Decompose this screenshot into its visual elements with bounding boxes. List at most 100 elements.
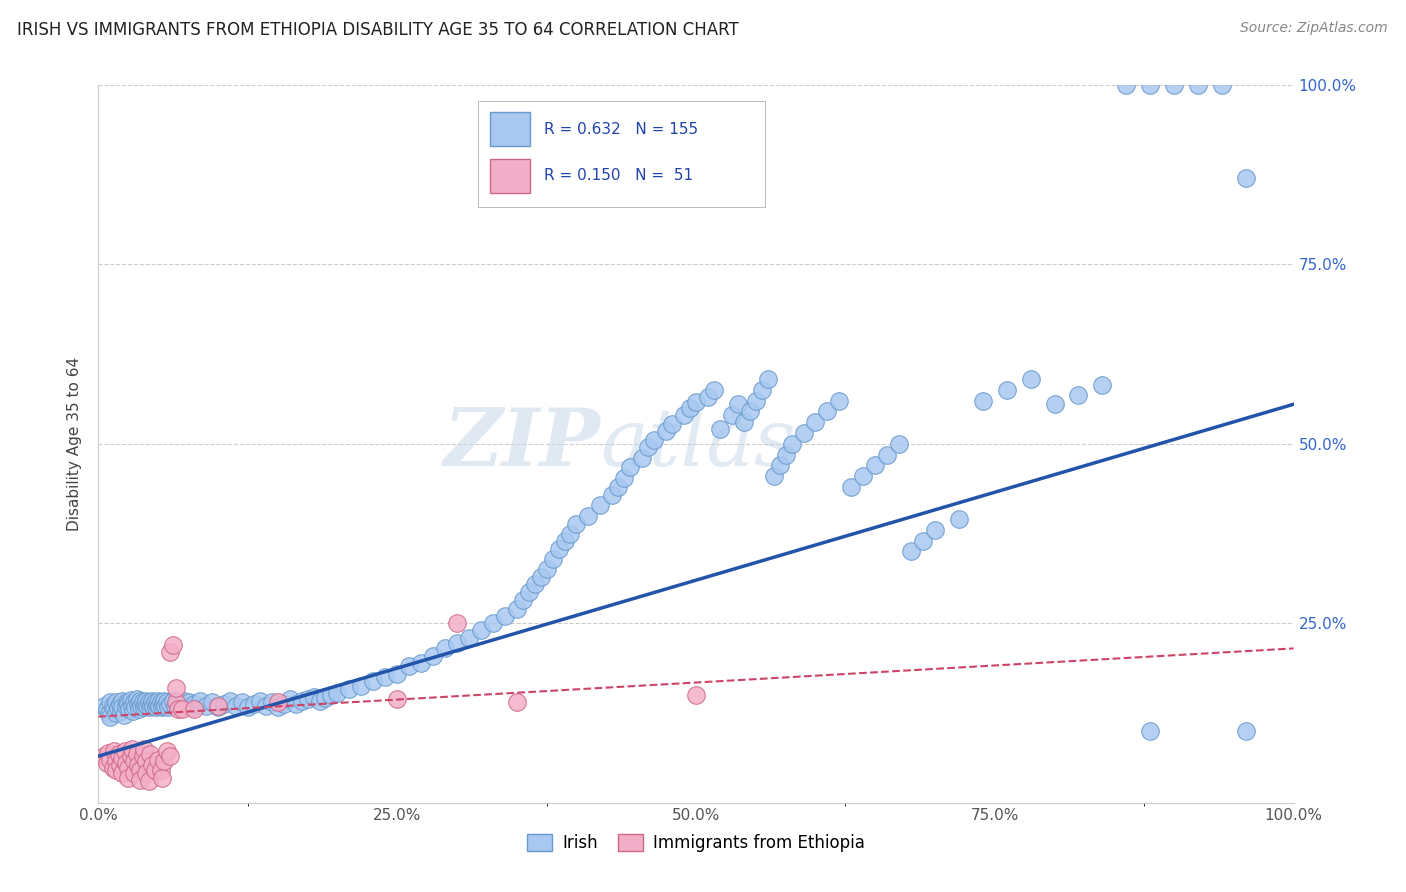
Point <box>159 749 181 764</box>
Point <box>679 401 702 415</box>
Point <box>129 694 152 708</box>
Point <box>446 616 468 631</box>
Point <box>117 697 139 711</box>
Point <box>93 749 115 764</box>
Point <box>374 670 396 684</box>
Point <box>162 694 184 708</box>
Point <box>1163 78 1185 92</box>
Point <box>780 436 803 450</box>
Point <box>1139 724 1161 739</box>
Point <box>166 695 188 709</box>
Point <box>506 602 529 616</box>
Point <box>110 704 132 718</box>
Point <box>167 702 190 716</box>
Point <box>148 694 170 708</box>
Point <box>121 742 143 756</box>
Point <box>98 753 122 767</box>
Point <box>125 691 148 706</box>
Point <box>98 706 121 720</box>
Point <box>278 691 301 706</box>
Point <box>727 397 749 411</box>
Point <box>155 698 177 713</box>
Point <box>267 700 290 714</box>
Point <box>124 700 146 714</box>
Point <box>165 695 187 709</box>
Point <box>138 774 160 789</box>
Point <box>143 695 166 709</box>
Point <box>697 390 720 404</box>
Point <box>536 562 558 576</box>
Point <box>129 764 152 778</box>
Point <box>146 697 169 711</box>
Point <box>1211 78 1233 92</box>
Point <box>607 480 630 494</box>
Point <box>195 698 218 713</box>
Point <box>150 771 173 785</box>
Point <box>643 433 665 447</box>
Point <box>145 700 167 714</box>
Point <box>721 408 744 422</box>
Point <box>1187 78 1209 92</box>
Point <box>212 697 235 711</box>
Point <box>422 648 444 663</box>
Point <box>703 383 725 397</box>
Text: IRISH VS IMMIGRANTS FROM ETHIOPIA DISABILITY AGE 35 TO 64 CORRELATION CHART: IRISH VS IMMIGRANTS FROM ETHIOPIA DISABI… <box>17 21 738 38</box>
Point <box>560 526 582 541</box>
Point <box>134 697 156 711</box>
Point <box>155 744 177 758</box>
Text: Source: ZipAtlas.com: Source: ZipAtlas.com <box>1240 21 1388 35</box>
Point <box>1115 78 1137 92</box>
Point <box>159 645 181 659</box>
Point <box>458 631 481 645</box>
Point <box>1091 377 1114 392</box>
Point <box>136 698 159 713</box>
Point <box>768 458 790 473</box>
Point <box>225 698 247 713</box>
Point <box>398 659 420 673</box>
Point <box>117 761 139 775</box>
Point <box>129 772 152 787</box>
Point <box>107 701 129 715</box>
Point <box>661 417 683 431</box>
Point <box>302 690 325 704</box>
Point <box>446 636 468 650</box>
Point <box>631 451 654 466</box>
Point <box>124 754 146 768</box>
Point <box>685 395 707 409</box>
Point <box>326 686 349 700</box>
Point <box>135 754 157 768</box>
Point <box>385 691 409 706</box>
Point <box>1067 388 1090 402</box>
Point <box>751 383 773 397</box>
Point <box>115 695 138 709</box>
Point <box>219 694 242 708</box>
Point <box>762 469 785 483</box>
Point <box>243 697 266 711</box>
Point <box>554 533 576 548</box>
Point <box>254 698 277 713</box>
Point <box>411 656 433 670</box>
Point <box>105 764 128 778</box>
Point <box>308 694 330 708</box>
Point <box>841 480 863 494</box>
Point <box>911 533 934 548</box>
Point <box>148 753 170 767</box>
Point <box>103 702 125 716</box>
Point <box>105 695 128 709</box>
Point <box>93 698 115 713</box>
Point <box>143 764 166 778</box>
Point <box>111 700 134 714</box>
Point <box>523 576 546 591</box>
Point <box>995 383 1018 397</box>
Point <box>132 742 155 756</box>
Point <box>131 698 153 713</box>
Point <box>637 441 659 455</box>
Point <box>865 458 887 473</box>
Point <box>350 679 373 693</box>
Point <box>153 694 176 708</box>
Point <box>139 747 162 761</box>
Point <box>148 698 170 713</box>
Point <box>1043 397 1066 411</box>
Point <box>124 695 146 709</box>
Point <box>139 700 162 714</box>
